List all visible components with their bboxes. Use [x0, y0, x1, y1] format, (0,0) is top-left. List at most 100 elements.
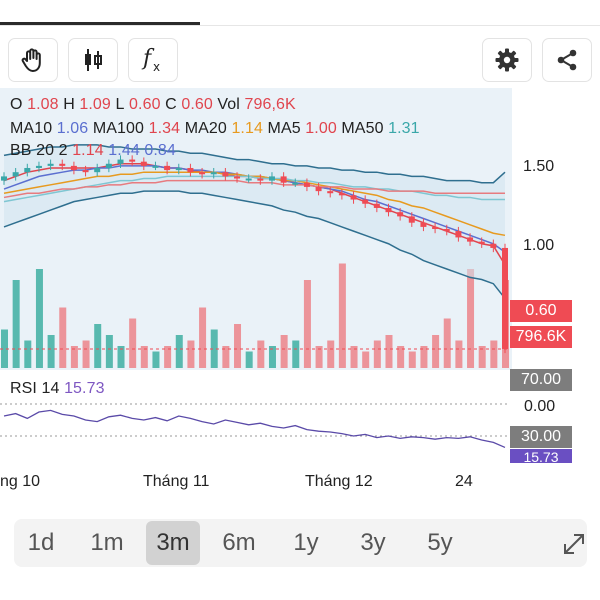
range-3m[interactable]: 3m [146, 521, 200, 565]
rsi-upper-tag: 70.00 [510, 369, 572, 391]
range-1m[interactable]: 1m [90, 529, 124, 556]
volume-bar [338, 263, 346, 368]
time-axis-label: Tháng 11 [143, 473, 210, 490]
chart-toolbar: f x [0, 30, 600, 88]
last-price-tag: 0.60 [510, 300, 572, 322]
volume-bar [222, 346, 230, 368]
candle-body [152, 165, 159, 168]
ma100-value: 1.34 [148, 120, 181, 137]
bb-value-middle: 1.14 [72, 142, 104, 159]
range-3y[interactable]: 3y [360, 529, 386, 556]
candlestick-button[interactable] [68, 38, 118, 82]
candle-body [490, 243, 497, 248]
range-selector: 1d 1m 3m 6m 1y 3y 5y [14, 519, 587, 567]
low-value: 0.60 [129, 96, 161, 113]
range-6m[interactable]: 6m [222, 529, 256, 556]
rsi-current-tag: 15.73 [510, 449, 572, 463]
ma100-label: MA100 [92, 120, 145, 137]
range-1y[interactable]: 1y [293, 529, 319, 556]
candle-body [350, 195, 357, 200]
volume-bar [397, 346, 405, 368]
volume-bar [303, 280, 311, 368]
price-axis-label: 1.50 [523, 158, 555, 175]
volume-bar [164, 346, 172, 368]
candle-body [327, 191, 334, 194]
candle-body [443, 229, 450, 232]
series-line-ma100 [3, 179, 505, 199]
rsi-legend: RSI 14 15.73 [10, 380, 105, 398]
settings-button[interactable] [482, 38, 532, 82]
share-button[interactable] [542, 38, 592, 82]
rsi-lower-tag: 30.00 [510, 426, 572, 448]
series-line-ma20 [3, 171, 506, 237]
chart-area[interactable]: O 1.08 H 1.09 L 0.60 C 0.60 Vol 796,6K M… [0, 88, 600, 463]
low-label: L [115, 96, 125, 113]
volume-bar [35, 269, 43, 368]
volume-bar [385, 335, 393, 368]
candle-body [420, 222, 427, 227]
candle-body [59, 163, 66, 166]
cut-off-content [0, 588, 600, 600]
volume-bar [140, 346, 148, 368]
candle-body [432, 226, 439, 230]
bb-value-upper: 1.44 [108, 142, 140, 159]
volume-bar [268, 346, 276, 368]
close-label: C [165, 96, 177, 113]
time-axis-label: Tháng 12 [305, 473, 373, 490]
candle-body [117, 159, 124, 164]
candle-body [373, 203, 380, 208]
candle-body [455, 231, 462, 238]
hand-icon [21, 48, 41, 72]
price-axis-label: 1.00 [523, 237, 555, 254]
series-line-bb-upper [3, 144, 506, 184]
open-label: O [10, 96, 23, 113]
ma50-value: 1.31 [388, 120, 420, 137]
price-chart[interactable] [0, 88, 600, 463]
volume-bar [199, 307, 207, 368]
indicators-button[interactable]: f x [128, 38, 178, 82]
function-icon: f x [141, 46, 160, 74]
volume-bar [420, 346, 428, 368]
ohlc-legend: O 1.08 H 1.09 L 0.60 C 0.60 Vol 796,6K [10, 96, 296, 114]
candle-body [303, 182, 310, 187]
open-value: 1.08 [27, 96, 59, 113]
candle-body [245, 178, 252, 181]
candle-body [24, 167, 31, 173]
active-tab-indicator [0, 22, 200, 25]
range-1d[interactable]: 1d [27, 529, 55, 556]
volume-bar [117, 346, 125, 368]
top-tab-strip [0, 0, 600, 26]
hand-tool-button[interactable] [8, 38, 58, 82]
candlestick-icon [85, 49, 102, 71]
volume-bar [257, 340, 265, 368]
volume-bar [362, 351, 370, 368]
volume-bar [94, 324, 102, 368]
candle-body [292, 182, 299, 185]
bb-label: BB 20 2 [10, 142, 68, 159]
close-value: 0.60 [181, 96, 213, 113]
ma-legend: MA10 1.06 MA100 1.34 MA20 1.14 MA5 1.00 … [10, 120, 420, 138]
candle-body [280, 176, 287, 183]
high-value: 1.09 [79, 96, 111, 113]
ma5-label: MA5 [267, 120, 301, 137]
volume-bar [443, 318, 451, 368]
volume-bar [70, 346, 78, 368]
volume-bar [455, 340, 463, 368]
volume-bar [152, 351, 160, 368]
volume-label: Vol [217, 96, 240, 113]
candle-body [397, 212, 404, 217]
expand-icon[interactable] [559, 529, 589, 559]
volume-bar [105, 335, 113, 368]
candle-body [199, 172, 206, 175]
volume-bar [210, 329, 218, 368]
candle-body [12, 172, 19, 177]
volume-bar [129, 318, 137, 368]
range-5y[interactable]: 5y [427, 529, 453, 556]
candle-body [467, 237, 474, 242]
settings-icon [495, 48, 519, 72]
candle-body [94, 167, 101, 173]
volume-bar [315, 346, 323, 368]
volume-bar [175, 335, 183, 368]
ma20-label: MA20 [184, 120, 227, 137]
candle-body [315, 186, 322, 192]
